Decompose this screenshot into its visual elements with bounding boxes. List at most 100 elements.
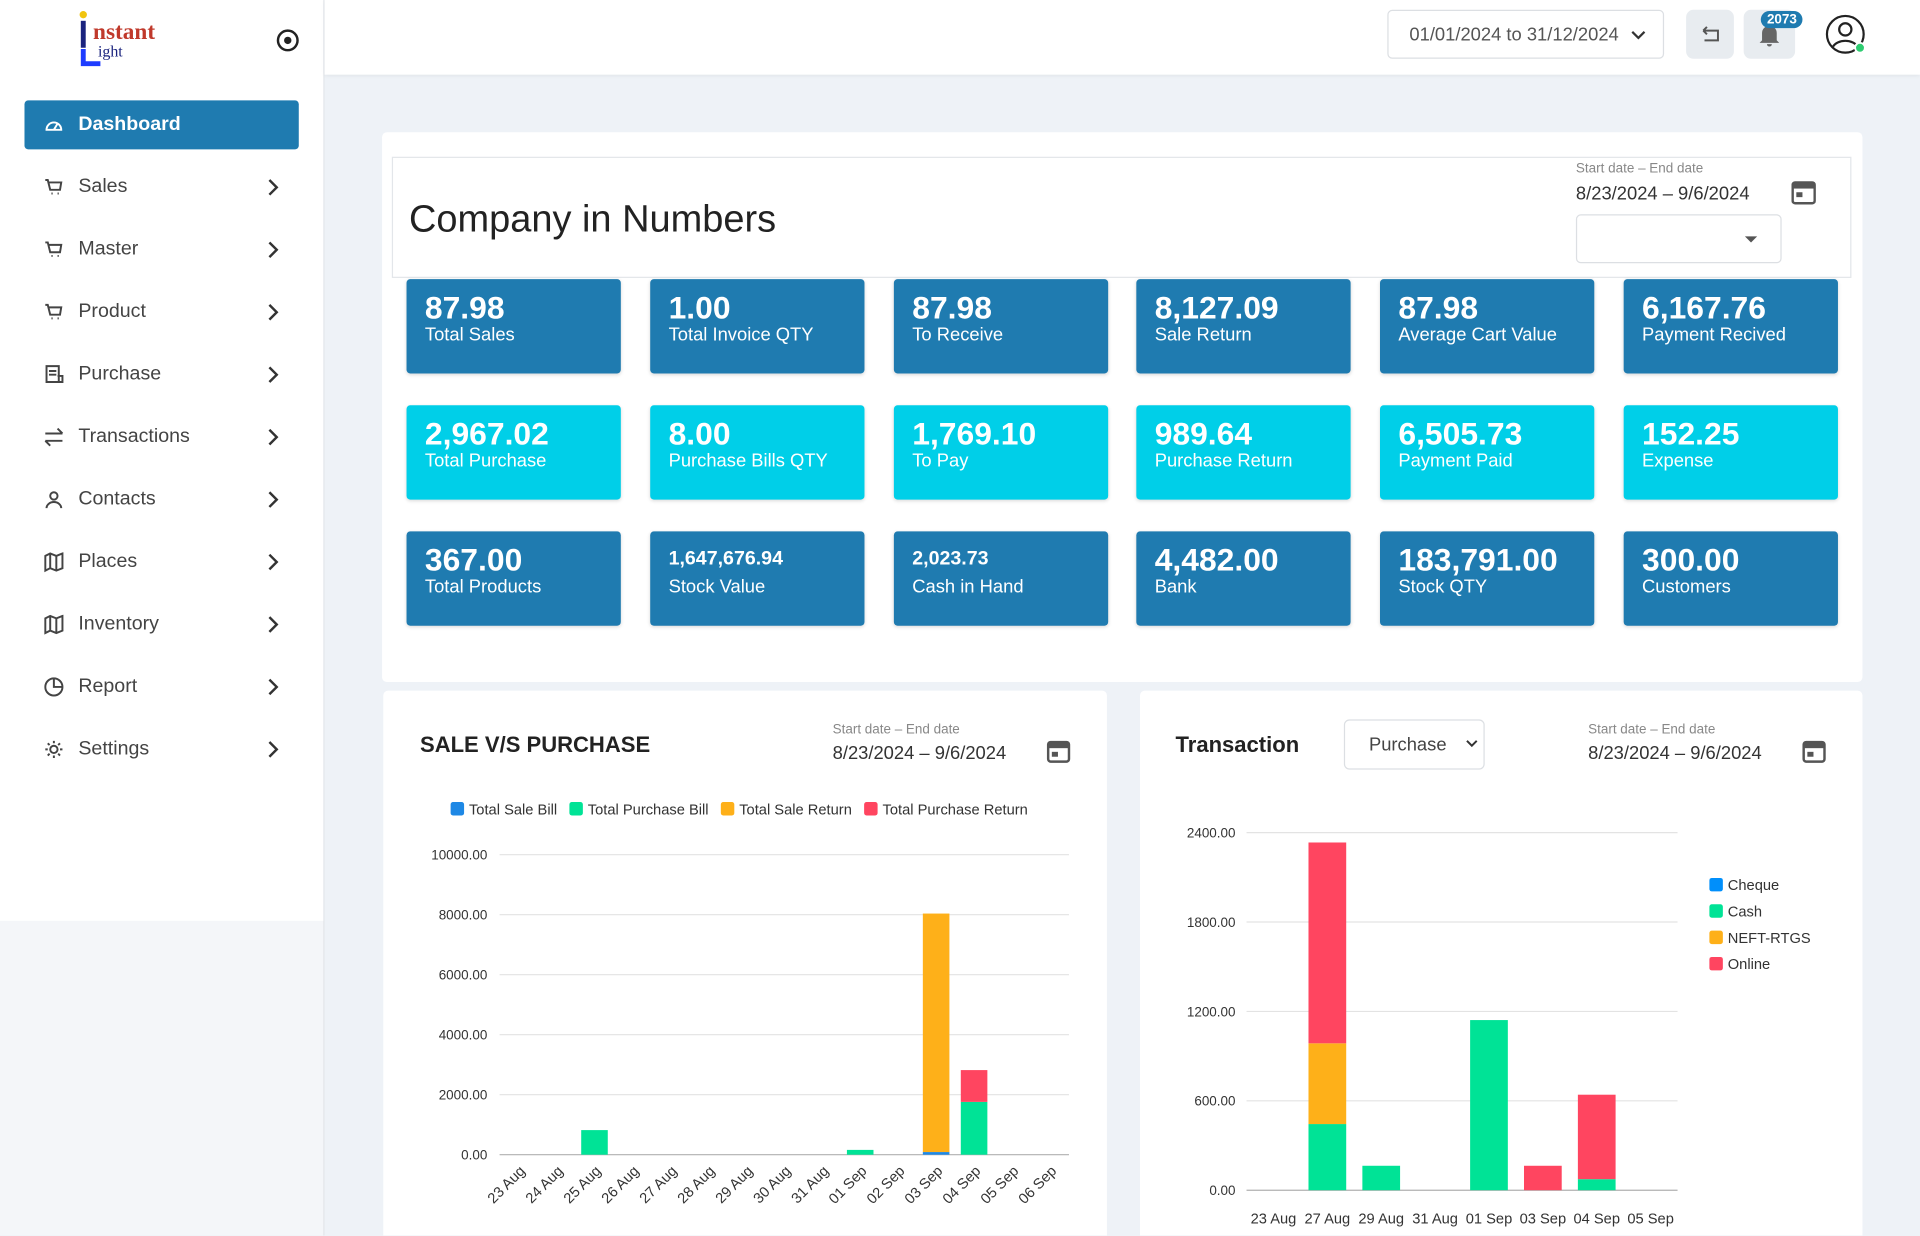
- stat-value: 300.00: [1642, 541, 1740, 578]
- menu-label: Transactions: [78, 426, 190, 447]
- logo-text: nstant: [93, 19, 156, 46]
- stat-label: Total Invoice QTY: [668, 324, 814, 346]
- menu-icon: [44, 677, 64, 697]
- bar-segment: [960, 1101, 988, 1155]
- menu-label: Inventory: [78, 613, 159, 635]
- x-tick-label: 30 Aug: [751, 1163, 795, 1207]
- bar-segment: [922, 1152, 950, 1155]
- filter-select[interactable]: [1343, 719, 1485, 770]
- bell-icon: [1759, 25, 1780, 47]
- stat-card: 367.00 Total Products: [406, 531, 621, 626]
- stat-value: 87.98: [424, 288, 505, 326]
- x-tick-label: 26 Aug: [599, 1163, 643, 1207]
- stat-card: 2,967.02 Total Purchase: [406, 405, 621, 500]
- date-label: Start date – End date: [833, 721, 960, 736]
- stat-value: 2,023.73: [912, 548, 989, 570]
- x-tick-label: 31 Aug: [1412, 1211, 1458, 1227]
- y-tick-label: 0.00: [1209, 1183, 1235, 1198]
- stat-value: 367.00: [424, 541, 523, 578]
- legend-label: Total Purchase Return: [882, 802, 1027, 818]
- stat-value: 1.00: [668, 288, 731, 326]
- stat-value: 1,647,676.94: [668, 548, 783, 570]
- avatar[interactable]: [1824, 13, 1868, 57]
- menu-item[interactable]: Sales: [24, 163, 298, 212]
- dropdown[interactable]: [1575, 214, 1782, 264]
- menu-icon: [45, 365, 64, 384]
- menu-item[interactable]: Dashboard: [24, 100, 299, 150]
- y-tick-label: 4000.00: [439, 1028, 488, 1043]
- stat-label: Payment Recived: [1642, 324, 1786, 346]
- stat-label: Total Purchase: [424, 450, 547, 472]
- stat-label: Purchase Return: [1154, 450, 1293, 472]
- x-tick-label: 24 Aug: [523, 1163, 567, 1207]
- calendar-icon[interactable]: [1791, 179, 1816, 206]
- back-button[interactable]: [1686, 9, 1734, 59]
- menu-item[interactable]: Product: [24, 288, 298, 337]
- stat-card: 152.25 Expense: [1623, 405, 1838, 500]
- icon: [1702, 26, 1719, 42]
- stat-card: 6,167.76 Payment Recived: [1623, 279, 1838, 374]
- stat-label: Expense: [1642, 450, 1714, 472]
- calendar-icon[interactable]: [1046, 740, 1071, 763]
- menu-item[interactable]: Transactions: [24, 413, 298, 462]
- stat-label: Stock Value: [668, 576, 766, 598]
- summary-panel: Company in Numbers Start date – End date…: [382, 132, 1863, 683]
- bar-segment: [581, 1130, 608, 1155]
- stat-card: 4,482.00 Bank: [1136, 531, 1351, 626]
- date-label: Start date – End date: [1588, 721, 1715, 736]
- chart-title: SALE V/S PURCHASE: [420, 732, 650, 757]
- bar-segment: [922, 913, 950, 1153]
- bar-segment: [1577, 1094, 1616, 1180]
- stat-label: Customers: [1642, 576, 1731, 598]
- menu-item[interactable]: Report: [24, 662, 298, 711]
- menu-item[interactable]: Master: [24, 225, 298, 274]
- filter-value: Purchase: [1369, 734, 1447, 755]
- menu-label: Report: [78, 675, 138, 697]
- chart: SALE V/S PURCHASE Start date – End date 8/…: [420, 721, 1071, 1208]
- menu-item[interactable]: Settings: [24, 725, 298, 774]
- menu-icon: [45, 241, 63, 257]
- menu-item[interactable]: Places: [24, 538, 298, 587]
- legend-swatch: [1709, 904, 1723, 918]
- menu-label: Contacts: [78, 488, 156, 510]
- menu-item[interactable]: Contacts: [24, 475, 298, 524]
- stat-card: 1.00 Total Invoice QTY: [650, 279, 865, 374]
- y-tick-label: 600.00: [1194, 1094, 1235, 1109]
- stat-card: 87.98 Average Cart Value: [1380, 279, 1595, 374]
- menu-icon: [44, 614, 64, 635]
- stat-card: 300.00 Customers: [1623, 531, 1838, 626]
- legend-swatch: [569, 802, 583, 816]
- chart-panel: SALE V/S PURCHASE Start date – End date 8/…: [383, 690, 1107, 1236]
- stat-value: 1,769.10: [912, 415, 1037, 452]
- y-tick-label: 1800.00: [1187, 915, 1236, 930]
- legend-swatch: [864, 802, 878, 816]
- x-tick-label: 03 Sep: [1520, 1211, 1567, 1227]
- bar-segment: [1308, 1124, 1347, 1191]
- calendar-icon[interactable]: [1802, 740, 1826, 763]
- menu-icon: [45, 179, 63, 195]
- y-tick-label: 10000.00: [431, 848, 487, 863]
- stat-label: Sale Return: [1154, 324, 1252, 346]
- menu-icon: [45, 303, 63, 320]
- stat-card: 1,647,676.94 Stock Value: [650, 531, 865, 626]
- x-tick-label: 28 Aug: [675, 1163, 719, 1207]
- menu-item[interactable]: Purchase: [24, 350, 298, 399]
- stat-value: 4,482.00: [1154, 541, 1279, 578]
- y-tick-label: 2400.00: [1187, 826, 1236, 841]
- menu-item[interactable]: Inventory: [24, 600, 298, 649]
- chevron: [268, 179, 279, 196]
- stat-card: 8.00 Purchase Bills QTY: [650, 405, 865, 500]
- stat-label: Cash in Hand: [912, 576, 1024, 598]
- y-tick-label: 6000.00: [439, 968, 488, 983]
- stat-card: 87.98 Total Sales: [406, 279, 621, 374]
- stat-value: 8.00: [668, 415, 731, 452]
- date-range-button[interactable]: 01/01/2024 to 31/12/2024: [1387, 9, 1665, 59]
- chevron: [268, 678, 279, 696]
- sidebar-toggle[interactable]: [276, 28, 300, 52]
- chevron: [268, 304, 279, 321]
- bar-segment: [1470, 1020, 1508, 1191]
- date-range: 01/01/2024 to 31/12/2024: [1409, 24, 1619, 46]
- stat-label: Average Cart Value: [1398, 324, 1557, 346]
- menu-label: Settings: [78, 738, 150, 760]
- chevron: [268, 553, 279, 571]
